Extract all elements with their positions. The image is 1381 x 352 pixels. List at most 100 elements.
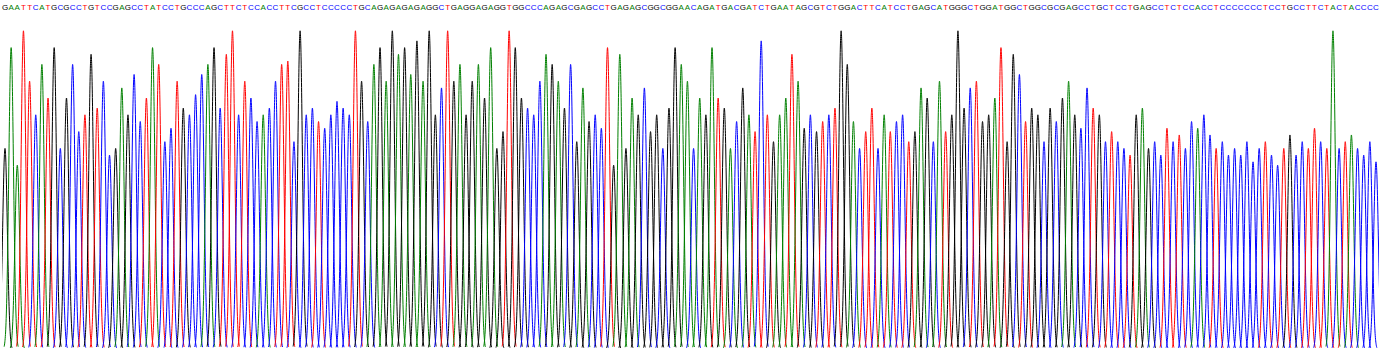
peak — [828, 108, 842, 347]
base-letter: C — [531, 3, 537, 12]
base-letter: C — [1158, 3, 1164, 12]
peak — [594, 128, 608, 347]
base-letter: C — [217, 3, 223, 12]
base-letter: G — [414, 3, 420, 12]
base-letter: G — [1047, 3, 1053, 12]
peak — [613, 54, 627, 346]
peak — [109, 148, 123, 347]
base-letter: G — [561, 3, 567, 12]
base-letter: C — [328, 3, 334, 12]
base-letter: T — [820, 3, 825, 12]
base-letter: C — [273, 3, 279, 12]
peak — [576, 88, 590, 347]
base-letter: C — [1269, 3, 1275, 12]
base-letter: C — [1361, 3, 1367, 12]
peak — [453, 64, 467, 346]
peak — [896, 115, 910, 348]
base-letter: C — [1103, 3, 1109, 12]
peak — [78, 115, 92, 348]
peak — [2, 148, 12, 347]
base-letter: G — [481, 3, 487, 12]
base-letter: T — [765, 3, 770, 12]
base-letter: C — [900, 3, 906, 12]
base-letter: G — [1133, 3, 1139, 12]
base-letter: T — [1343, 3, 1348, 12]
base-letter: T — [863, 3, 868, 12]
base-letter: C — [193, 3, 199, 12]
base-letter: C — [340, 3, 346, 12]
base-letter: T — [46, 3, 51, 12]
base-letter: G — [924, 3, 930, 12]
base-letter: C — [168, 3, 174, 12]
base-letter: C — [1017, 3, 1023, 12]
base-letter: C — [365, 3, 371, 12]
base-letter: T — [144, 3, 149, 12]
base-letter: G — [297, 3, 303, 12]
base-calls: GAATTCATGCGCCTGTCCGAGCCTATCCTGCCCAGCTTCT… — [2, 3, 1379, 12]
peak — [379, 81, 393, 347]
peak — [293, 31, 307, 347]
base-letter: T — [285, 3, 290, 12]
peak — [373, 48, 387, 347]
peak — [342, 115, 356, 348]
base-letter: G — [844, 3, 850, 12]
base-letter: G — [180, 3, 186, 12]
base-letter: G — [402, 3, 408, 12]
base-letter: T — [943, 3, 948, 12]
base-letter: G — [1072, 3, 1078, 12]
base-letter: T — [888, 3, 893, 12]
peak — [355, 81, 369, 347]
base-letter: G — [611, 3, 617, 12]
base-letter: C — [525, 3, 531, 12]
base-letter: G — [770, 3, 776, 12]
peak — [932, 81, 946, 347]
base-letter: G — [63, 3, 69, 12]
peak — [656, 148, 670, 347]
base-letter: C — [1355, 3, 1361, 12]
peak — [730, 122, 744, 348]
peak — [926, 142, 940, 348]
base-letter: A — [992, 3, 998, 12]
base-letter: T — [1177, 3, 1182, 12]
base-letter: C — [1318, 3, 1324, 12]
base-letter: A — [783, 3, 789, 12]
base-letter: G — [432, 3, 438, 12]
peak — [207, 48, 221, 347]
base-letter: C — [100, 3, 106, 12]
base-letter: C — [1078, 3, 1084, 12]
base-letter: C — [967, 3, 973, 12]
base-letter: T — [156, 3, 161, 12]
peak — [1178, 148, 1192, 347]
base-letter: C — [1367, 3, 1373, 12]
peak — [1074, 128, 1088, 347]
peak — [16, 31, 30, 347]
peak — [865, 108, 879, 347]
peak — [35, 64, 49, 346]
base-letter: T — [999, 3, 1004, 12]
base-letter: T — [82, 3, 87, 12]
base-letter: C — [334, 3, 340, 12]
peak — [213, 108, 227, 347]
base-letter: G — [623, 3, 629, 12]
peak — [348, 31, 362, 347]
base-letter: T — [1128, 3, 1133, 12]
base-letter: T — [1109, 3, 1114, 12]
peak — [127, 74, 141, 346]
base-letter: C — [1244, 3, 1250, 12]
base-letter: C — [894, 3, 900, 12]
peak — [988, 98, 1002, 347]
peak — [422, 31, 436, 347]
peak — [699, 115, 713, 348]
peak — [225, 31, 239, 347]
base-letter: C — [1170, 3, 1176, 12]
base-letter: C — [322, 3, 328, 12]
base-letter: C — [1084, 3, 1090, 12]
peak — [496, 132, 510, 348]
peak — [508, 48, 522, 347]
base-letter: T — [833, 3, 838, 12]
base-letter: T — [1023, 3, 1028, 12]
peak — [232, 115, 246, 348]
base-letter: T — [1281, 3, 1286, 12]
base-letter: G — [1287, 3, 1293, 12]
traces — [2, 31, 1379, 348]
